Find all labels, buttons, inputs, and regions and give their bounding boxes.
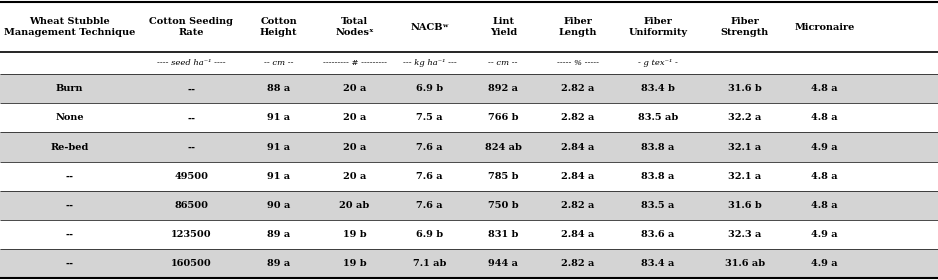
Text: 89 a: 89 a	[267, 259, 290, 268]
Text: 7.6 a: 7.6 a	[416, 201, 443, 210]
Text: 83.6 a: 83.6 a	[642, 230, 674, 239]
Text: 7.6 a: 7.6 a	[416, 143, 443, 151]
Text: 766 b: 766 b	[488, 113, 519, 122]
Text: 2.82 a: 2.82 a	[561, 84, 595, 93]
Text: Fiber
Strength: Fiber Strength	[720, 17, 769, 37]
Text: NACBʷ: NACBʷ	[410, 23, 449, 32]
Text: 6.9 b: 6.9 b	[416, 84, 443, 93]
Text: 91 a: 91 a	[267, 172, 290, 181]
Text: 20 a: 20 a	[343, 143, 366, 151]
Text: 20 a: 20 a	[343, 172, 366, 181]
Text: 123500: 123500	[171, 230, 212, 239]
Text: 90 a: 90 a	[267, 201, 290, 210]
Text: - g tex⁻¹ -: - g tex⁻¹ -	[638, 59, 678, 67]
Text: 4.8 a: 4.8 a	[811, 113, 838, 122]
Text: 944 a: 944 a	[489, 259, 518, 268]
Text: Fiber
Uniformity: Fiber Uniformity	[628, 17, 688, 37]
Text: 89 a: 89 a	[267, 230, 290, 239]
Bar	[0, 249, 938, 278]
Text: --: --	[188, 113, 195, 122]
Text: 7.1 ab: 7.1 ab	[413, 259, 446, 268]
Text: 785 b: 785 b	[488, 172, 519, 181]
Text: 160500: 160500	[171, 259, 212, 268]
Text: Micronaire: Micronaire	[794, 23, 855, 32]
Text: 824 ab: 824 ab	[485, 143, 522, 151]
Text: 32.1 a: 32.1 a	[728, 172, 762, 181]
Text: --: --	[66, 230, 73, 239]
Text: 91 a: 91 a	[267, 113, 290, 122]
Text: Re-bed: Re-bed	[51, 143, 88, 151]
Text: 892 a: 892 a	[489, 84, 518, 93]
Text: -- cm --: -- cm --	[264, 59, 294, 67]
Text: 750 b: 750 b	[488, 201, 519, 210]
Text: 2.82 a: 2.82 a	[561, 201, 595, 210]
Text: 31.6 ab: 31.6 ab	[725, 259, 764, 268]
Text: 2.84 a: 2.84 a	[561, 230, 595, 239]
Text: --: --	[188, 143, 195, 151]
Text: 83.5 a: 83.5 a	[642, 201, 674, 210]
Text: ----- % -----: ----- % -----	[557, 59, 598, 67]
Text: 31.6 b: 31.6 b	[728, 201, 762, 210]
Text: 2.84 a: 2.84 a	[561, 143, 595, 151]
Text: Cotton Seeding
Rate: Cotton Seeding Rate	[149, 17, 234, 37]
Text: 4.8 a: 4.8 a	[811, 84, 838, 93]
Text: Cotton
Height: Cotton Height	[260, 17, 297, 37]
Text: 4.9 a: 4.9 a	[811, 259, 838, 268]
Bar	[0, 74, 938, 103]
Text: Lint
Yield: Lint Yield	[490, 17, 517, 37]
Text: --: --	[66, 201, 73, 210]
Text: 4.9 a: 4.9 a	[811, 143, 838, 151]
Text: 83.4 b: 83.4 b	[641, 84, 675, 93]
Text: 32.1 a: 32.1 a	[728, 143, 762, 151]
Text: 7.6 a: 7.6 a	[416, 172, 443, 181]
Text: 2.82 a: 2.82 a	[561, 259, 595, 268]
Text: 6.9 b: 6.9 b	[416, 230, 443, 239]
Text: 91 a: 91 a	[267, 143, 290, 151]
Text: -- cm --: -- cm --	[489, 59, 518, 67]
Text: Fiber
Length: Fiber Length	[558, 17, 598, 37]
Text: Burn: Burn	[55, 84, 83, 93]
Bar	[0, 191, 938, 220]
Text: 83.8 a: 83.8 a	[642, 172, 674, 181]
Text: 83.8 a: 83.8 a	[642, 143, 674, 151]
Text: 32.3 a: 32.3 a	[728, 230, 762, 239]
Text: 88 a: 88 a	[267, 84, 290, 93]
Text: 2.84 a: 2.84 a	[561, 172, 595, 181]
Text: ---- seed ha⁻¹ ----: ---- seed ha⁻¹ ----	[157, 59, 226, 67]
Text: Total
Nodesˣ: Total Nodesˣ	[335, 17, 374, 37]
Bar	[0, 132, 938, 162]
Text: --: --	[188, 84, 195, 93]
Text: 83.4 a: 83.4 a	[642, 259, 674, 268]
Text: 49500: 49500	[174, 172, 208, 181]
Text: 83.5 ab: 83.5 ab	[638, 113, 678, 122]
Text: Wheat Stubble
Management Technique: Wheat Stubble Management Technique	[4, 17, 135, 37]
Text: 20 ab: 20 ab	[340, 201, 370, 210]
Text: 4.8 a: 4.8 a	[811, 172, 838, 181]
Text: 4.9 a: 4.9 a	[811, 230, 838, 239]
Text: --: --	[66, 259, 73, 268]
Text: 31.6 b: 31.6 b	[728, 84, 762, 93]
Text: --- kg ha⁻¹ ---: --- kg ha⁻¹ ---	[402, 59, 457, 67]
Text: 86500: 86500	[174, 201, 208, 210]
Text: 831 b: 831 b	[488, 230, 519, 239]
Text: 19 b: 19 b	[342, 259, 367, 268]
Text: 32.2 a: 32.2 a	[728, 113, 762, 122]
Text: --------- # ---------: --------- # ---------	[323, 59, 386, 67]
Text: None: None	[55, 113, 83, 122]
Text: 2.82 a: 2.82 a	[561, 113, 595, 122]
Text: 19 b: 19 b	[342, 230, 367, 239]
Text: 20 a: 20 a	[343, 84, 366, 93]
Text: --: --	[66, 172, 73, 181]
Text: 7.5 a: 7.5 a	[416, 113, 443, 122]
Text: 4.8 a: 4.8 a	[811, 201, 838, 210]
Text: 20 a: 20 a	[343, 113, 366, 122]
